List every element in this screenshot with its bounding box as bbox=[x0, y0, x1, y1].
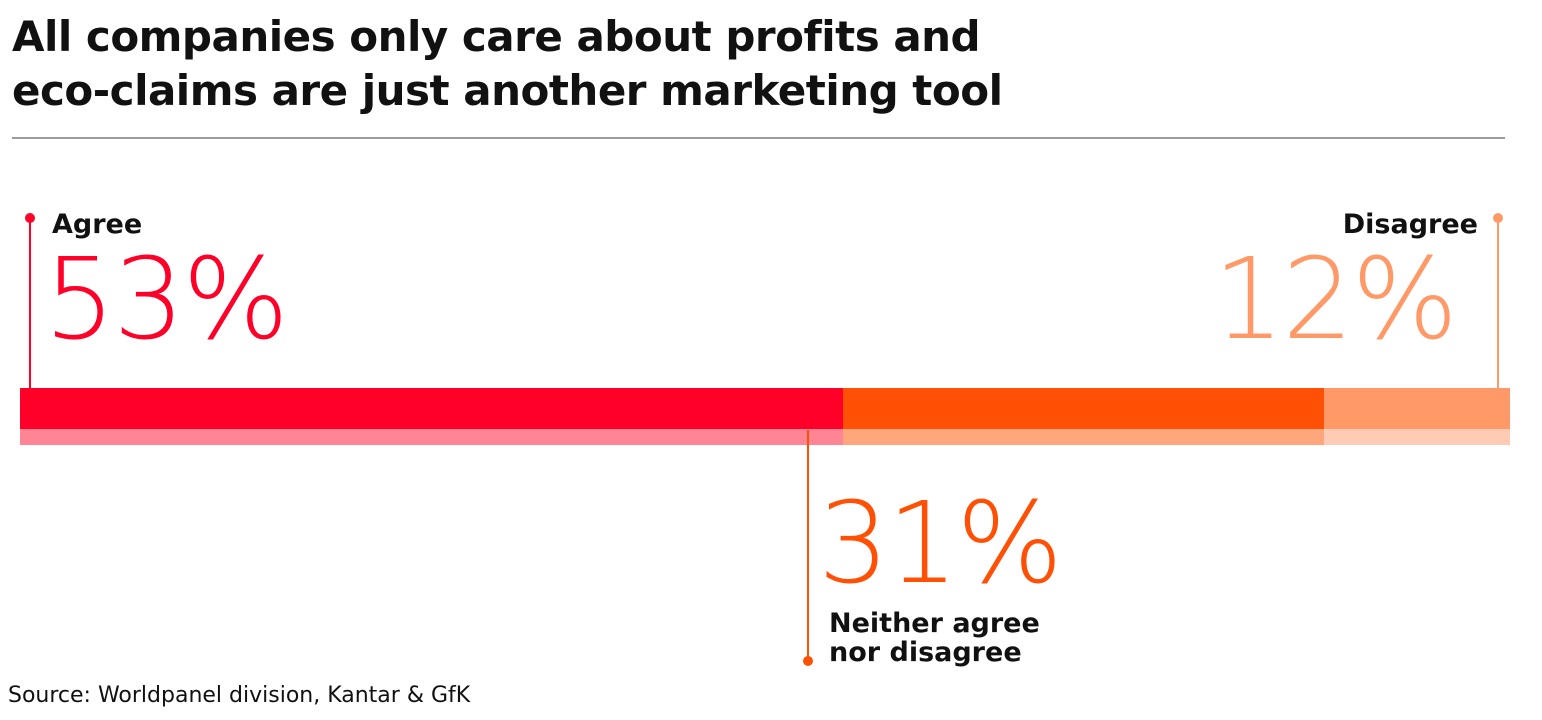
chart-title-line-1: All companies only care about profits an… bbox=[12, 12, 981, 61]
agree-marker-line bbox=[29, 218, 31, 388]
neither-label-line-1: Neither agree bbox=[829, 608, 1040, 639]
neither-marker-line bbox=[807, 430, 809, 659]
title-divider bbox=[12, 137, 1505, 139]
disagree-value-label: 12% bbox=[1213, 235, 1458, 365]
neither-marker-dot bbox=[803, 656, 813, 666]
bar-segment-agree bbox=[20, 388, 843, 429]
chart-title: All companies only care about profits an… bbox=[12, 10, 1512, 118]
source-note: Source: Worldpanel division, Kantar & Gf… bbox=[8, 683, 471, 708]
agree-label: Agree bbox=[52, 209, 143, 240]
bar-segment-agree-shadow bbox=[20, 429, 843, 445]
bar-segment-neither-shadow bbox=[842, 429, 1324, 445]
neither-value-label: 31% bbox=[818, 479, 1063, 609]
disagree-marker-line bbox=[1497, 218, 1499, 388]
disagree-label: Disagree bbox=[1342, 209, 1478, 240]
bar-segment-disagree bbox=[1323, 388, 1510, 429]
bar-segment-neither bbox=[842, 388, 1324, 429]
chart-title-line-2: eco-claims are just another marketing to… bbox=[12, 66, 1003, 115]
neither-label-line-2: nor disagree bbox=[829, 637, 1022, 668]
bar-segment-disagree-shadow bbox=[1323, 429, 1510, 445]
agree-value-label: 53% bbox=[44, 235, 289, 365]
